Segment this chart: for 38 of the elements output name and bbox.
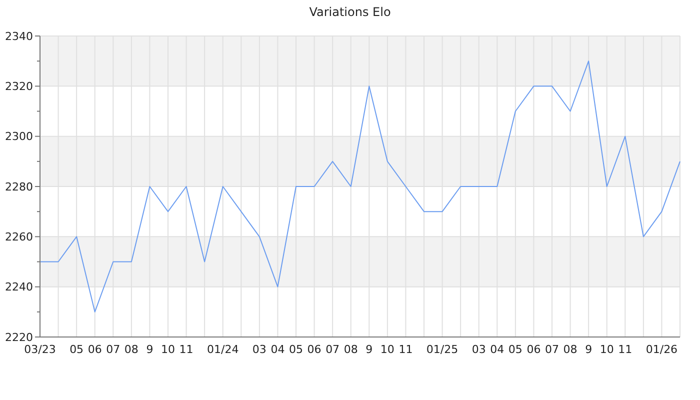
- x-tick-label: 05: [70, 343, 84, 356]
- x-tick-label: 11: [618, 343, 632, 356]
- x-tick-label: 07: [545, 343, 559, 356]
- x-tick-label: 06: [526, 343, 541, 356]
- x-tick-label: 08: [124, 343, 138, 356]
- y-tick-label: 2300: [5, 130, 33, 144]
- y-tick-label: 2240: [5, 280, 33, 294]
- x-tick-label: 01/24: [207, 343, 239, 356]
- x-tick-label: 07: [106, 343, 120, 356]
- y-tick-label: 2320: [5, 80, 33, 94]
- x-tick-label: 11: [179, 343, 194, 356]
- x-tick-label: 07: [326, 343, 340, 356]
- x-tick-label: 01/25: [426, 343, 458, 356]
- x-tick-label: 10: [380, 343, 394, 356]
- x-tick-label: 08: [563, 343, 578, 356]
- x-tick-label: 01/26: [646, 343, 678, 356]
- x-tick-label: 06: [307, 343, 322, 356]
- y-tick-label: 2260: [5, 230, 33, 244]
- x-tick-label: 08: [344, 343, 358, 356]
- x-tick-label: 9: [366, 343, 373, 356]
- line-series: [40, 60, 680, 312]
- x-tick-label: 11: [398, 343, 413, 356]
- x-tick-label: 05: [508, 343, 522, 356]
- x-tick-label: 04: [270, 343, 285, 356]
- y-tick-label: 2280: [5, 180, 33, 194]
- x-tick-label: 9: [585, 343, 592, 356]
- x-tick-label: 06: [88, 343, 102, 356]
- x-tick-label: 03/23: [24, 343, 56, 356]
- chart-title: Variations Elo: [309, 5, 391, 19]
- x-tick-label: 10: [600, 343, 614, 356]
- y-tick-label: 2220: [5, 330, 33, 344]
- x-tick-label: 10: [161, 343, 175, 356]
- x-tick-label: 05: [289, 343, 303, 356]
- x-tick-label: 04: [490, 343, 504, 356]
- x-tick-label: 03: [252, 343, 266, 356]
- x-tick-label: 9: [146, 343, 154, 356]
- x-tick-label: 03: [472, 343, 486, 356]
- y-tick-label: 2340: [5, 30, 33, 43]
